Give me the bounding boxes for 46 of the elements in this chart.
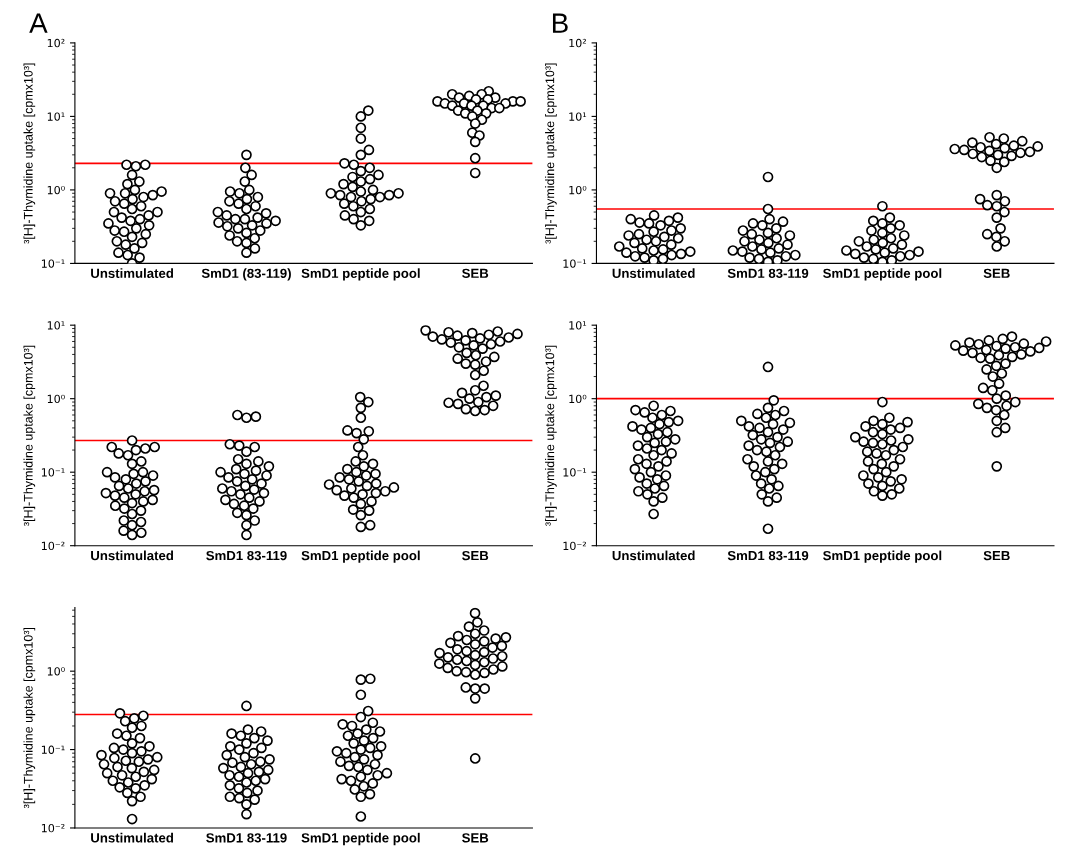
x-tick-label: SmD1 peptide pool: [823, 268, 942, 281]
y-axis-title: ³[H]-Thymidine uptake [cpmx10³]: [545, 63, 557, 244]
y-tick-label: 10⁻²: [41, 823, 65, 833]
x-tick-label: SmD1 83-119: [727, 268, 809, 278]
x-tick-label: SEB: [983, 550, 1010, 561]
x-tick-label: SmD1 (83-119): [201, 268, 291, 281]
x-tick-label: SmD1 peptide pool: [301, 268, 420, 281]
chart-title: B: [552, 13, 568, 33]
y-tick-label: 10⁰: [47, 185, 65, 195]
x-tick-label: SmD1 83-119: [727, 550, 809, 561]
x-tick-label: Unstimulated: [612, 550, 695, 561]
x-tick-label: SmD1 peptide pool: [301, 550, 420, 563]
y-tick-label: 10⁰: [569, 185, 587, 195]
y-tick-label: 10⁻¹: [41, 468, 65, 477]
y-axis-title: ³[H]-Thymidine uptake [cpmx10³]: [23, 345, 36, 526]
x-tick-label: SEB: [462, 268, 489, 278]
x-tick-label: SEB: [462, 833, 489, 843]
chart-title: A: [29, 13, 48, 33]
y-axis-title: ³[H]-Thymidine uptake [cpmx10³]: [23, 63, 36, 244]
y-tick-label: 10⁻²: [563, 541, 587, 551]
y-tick-label: 10¹: [569, 112, 587, 121]
y-tick-label: 10¹: [569, 321, 587, 330]
y-tick-label: 10⁰: [47, 394, 65, 404]
x-tick-label: SmD1 83-119: [206, 550, 287, 561]
x-tick-label: SmD1 peptide pool: [301, 832, 420, 846]
x-tick-label: Unstimulated: [91, 550, 174, 561]
y-tick-label: 10⁻¹: [41, 745, 65, 754]
x-tick-label: SEB: [983, 268, 1010, 278]
y-axis-title: ³[H]-Thymidine uptake [cpmx10³]: [545, 345, 557, 526]
y-tick-label: 10⁰: [569, 394, 587, 404]
y-tick-label: 10²: [569, 38, 587, 48]
x-tick-label: SmD1 peptide pool: [823, 550, 942, 563]
y-tick-label: 10²: [47, 38, 65, 48]
y-tick-label: 10⁻¹: [563, 468, 587, 477]
x-tick-label: SEB: [462, 550, 489, 561]
x-tick-label: Unstimulated: [91, 268, 174, 278]
x-tick-label: Unstimulated: [91, 832, 174, 843]
y-tick-label: 10⁻¹: [563, 259, 587, 268]
x-tick-label: SmD1 83-119: [206, 833, 287, 843]
y-tick-label: 10¹: [47, 112, 65, 121]
y-tick-label: 10⁰: [47, 667, 65, 676]
y-tick-label: 10⁻¹: [41, 259, 65, 268]
x-tick-label: Unstimulated: [612, 268, 695, 278]
y-axis-title: ³[H]-Thymidine uptake [cpmx10³]: [23, 627, 36, 809]
y-tick-label: 10¹: [47, 321, 65, 330]
y-tick-label: 10⁻²: [41, 541, 65, 551]
